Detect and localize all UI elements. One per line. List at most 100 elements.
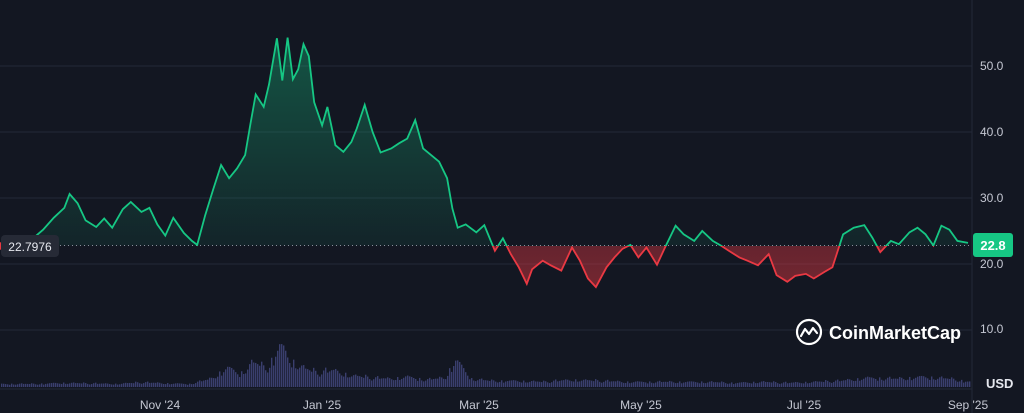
- volume-bar: [727, 383, 729, 387]
- volume-bar: [585, 379, 587, 387]
- volume-bar: [317, 374, 319, 387]
- y-tick-label: 20.0: [980, 257, 1004, 271]
- volume-bar: [313, 367, 315, 387]
- volume-bar: [47, 383, 49, 387]
- volume-bar: [277, 350, 279, 387]
- volume-bar: [857, 378, 859, 387]
- volume-bar: [431, 379, 433, 387]
- volume-bar: [399, 379, 401, 387]
- volume-bar: [747, 382, 749, 387]
- volume-bar: [427, 379, 429, 387]
- volume-bar: [671, 381, 673, 387]
- volume-bar: [753, 381, 755, 387]
- volume-bar: [333, 369, 335, 387]
- volume-bar: [937, 378, 939, 387]
- volume-bar: [939, 377, 941, 387]
- volume-bar: [271, 357, 273, 387]
- volume-bar: [807, 383, 809, 387]
- volume-bar: [853, 380, 855, 387]
- volume-bar: [119, 384, 121, 387]
- volume-bar: [757, 383, 759, 387]
- volume-bar: [69, 383, 71, 387]
- volume-bar: [175, 383, 177, 387]
- volume-bar: [137, 382, 139, 387]
- volume-bar: [677, 382, 679, 387]
- volume-bar: [957, 381, 959, 387]
- volume-bar: [289, 363, 291, 387]
- volume-bar: [675, 383, 677, 387]
- last-price-badge: 22.8: [973, 233, 1013, 257]
- volume-bar: [739, 382, 741, 387]
- volume-bar: [141, 383, 143, 387]
- volume-bar: [343, 376, 345, 387]
- volume-bar: [575, 379, 577, 387]
- volume-bar: [579, 381, 581, 387]
- volume-bar: [733, 384, 735, 387]
- volume-bar: [905, 380, 907, 387]
- volume-bar: [539, 381, 541, 387]
- volume-bar: [299, 367, 301, 387]
- volume-bar: [349, 377, 351, 387]
- volume-bar: [543, 380, 545, 387]
- price-line-above-baseline: [23, 37, 969, 246]
- volume-bar: [429, 377, 431, 387]
- volume-bar: [319, 376, 321, 387]
- volume-bar: [315, 370, 317, 387]
- volume-bar: [503, 382, 505, 387]
- volume-bar: [203, 380, 205, 387]
- volume-bar: [597, 380, 599, 387]
- volume-bar: [389, 378, 391, 387]
- volume-bar: [443, 378, 445, 387]
- volume-bar: [323, 370, 325, 387]
- volume-bar: [469, 379, 471, 387]
- volume-bar: [683, 382, 685, 387]
- volume-bar: [223, 372, 225, 387]
- volume-bar: [661, 382, 663, 387]
- volume-bar: [559, 380, 561, 387]
- volume-bar: [935, 379, 937, 387]
- volume-bar: [367, 376, 369, 387]
- volume-bar: [659, 380, 661, 387]
- volume-bar: [731, 382, 733, 387]
- volume-bar: [105, 383, 107, 387]
- volume-bar: [363, 377, 365, 387]
- volume-bar: [297, 369, 299, 387]
- volume-bar: [91, 384, 93, 387]
- volume-bar: [649, 381, 651, 387]
- volume-bar: [843, 380, 845, 387]
- volume-bar: [243, 373, 245, 387]
- coinmarketcap-icon: [795, 318, 823, 346]
- volume-bar: [773, 381, 775, 387]
- volume-bar: [395, 379, 397, 387]
- volume-bar: [509, 380, 511, 387]
- volume-bar: [653, 383, 655, 387]
- volume-bar: [195, 383, 197, 387]
- volume-bar: [681, 383, 683, 387]
- volume-bar: [601, 382, 603, 387]
- volume-bar: [847, 378, 849, 387]
- volume-bar: [405, 376, 407, 387]
- volume-bar: [833, 381, 835, 387]
- volume-bar: [375, 377, 377, 387]
- volume-bar: [419, 377, 421, 387]
- volume-bar: [583, 379, 585, 387]
- volume-bar: [383, 378, 385, 387]
- volume-bar: [523, 380, 525, 387]
- volume-bar: [811, 382, 813, 387]
- volume-bar: [819, 381, 821, 387]
- volume-bar: [519, 381, 521, 387]
- volume-bar: [797, 382, 799, 387]
- volume-bar: [475, 381, 477, 387]
- volume-bar: [129, 382, 131, 387]
- volume-bar: [785, 381, 787, 387]
- volume-bar: [903, 379, 905, 387]
- volume-bar: [593, 381, 595, 387]
- volume-bar: [415, 378, 417, 387]
- x-tick-label: Nov '24: [140, 398, 181, 412]
- volume-bar: [669, 380, 671, 387]
- volume-bar: [897, 378, 899, 387]
- volume-bar: [553, 380, 555, 387]
- volume-bar: [421, 380, 423, 387]
